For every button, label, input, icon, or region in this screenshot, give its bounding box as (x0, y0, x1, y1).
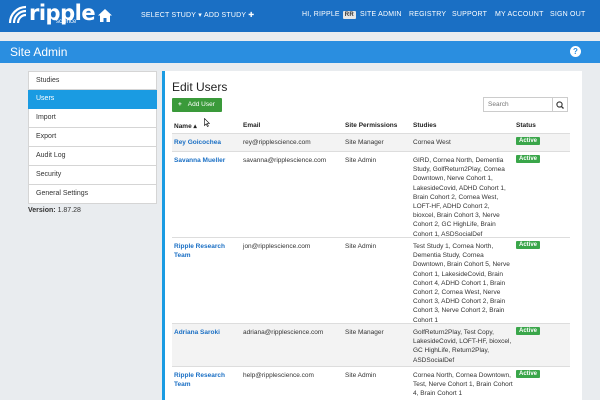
support-link[interactable]: SUPPORT (452, 11, 488, 18)
user-permissions: Site Manager (345, 139, 384, 146)
site-admin-link[interactable]: SITE ADMIN (360, 11, 402, 18)
column-header-email[interactable]: Email (243, 122, 261, 129)
user-permissions: Site Admin (345, 372, 377, 379)
user-email: jon@ripplescience.com (243, 243, 311, 250)
plus-icon: + (178, 101, 182, 108)
add-user-button[interactable]: + Add User (172, 98, 222, 112)
sign-out-link[interactable]: SIGN OUT (550, 11, 586, 18)
version-info: Version: 1.87.28 (28, 207, 81, 214)
ripple-logo-icon (8, 5, 27, 24)
sidebar-item-export[interactable]: Export (28, 128, 157, 147)
status-badge: Active (516, 370, 541, 378)
page-header: Site Admin ? (0, 41, 600, 63)
user-studies: GolfReturn2Play, Test Copy, LakesideCovi… (413, 329, 512, 364)
table-header: Name ▴ Email Site Permissions Studies St… (172, 122, 570, 132)
version-label: Version: (28, 207, 56, 214)
home-icon[interactable] (98, 9, 112, 22)
user-initials-badge: RR (342, 11, 356, 19)
user-email: adriana@ripplescience.com (243, 329, 324, 336)
search-icon (556, 101, 564, 109)
sidebar-item-security[interactable]: Security (28, 166, 157, 185)
page-title: Site Admin (10, 45, 68, 59)
status-badge: Active (516, 241, 541, 249)
top-nav: ripple science SELECT STUDY ▾ ADD STUDY … (0, 0, 600, 32)
user-studies: Cornea North, Cornea Downtown, Test, Ner… (413, 372, 513, 398)
user-name-link[interactable]: Ripple Research Team (174, 243, 225, 260)
add-study-link[interactable]: ADD STUDY ✚ (204, 12, 255, 19)
sidebar-item-audit-log[interactable]: Audit Log (28, 147, 157, 166)
select-study-menu[interactable]: SELECT STUDY ▾ (141, 12, 202, 19)
user-studies: Test Study 1, Cornea North, Dementia Stu… (413, 243, 510, 324)
sidebar-item-studies[interactable]: Studies (28, 71, 157, 90)
table-row[interactable]: Adriana Saroki adriana@ripplescience.com… (172, 323, 570, 366)
column-header-permissions[interactable]: Site Permissions (345, 122, 398, 129)
table-row[interactable]: Ripple Research Team help@ripplescience.… (172, 366, 570, 400)
mouse-cursor-icon (204, 118, 210, 127)
user-permissions: Site Admin (345, 243, 377, 250)
user-name-link[interactable]: Rey Goicochea (174, 139, 221, 146)
admin-sidebar: Studies Users Import Export Audit Log Se… (28, 71, 157, 204)
edit-users-panel: Edit Users + Add User Name ▴ Email Site P… (162, 71, 582, 400)
user-name-link[interactable]: Savanna Mueller (174, 157, 226, 164)
status-badge: Active (516, 327, 541, 335)
version-number: 1.87.28 (57, 207, 81, 214)
user-permissions: Site Admin (345, 157, 377, 164)
user-name-link[interactable]: Ripple Research Team (174, 372, 225, 389)
status-badge: Active (516, 155, 541, 163)
table-row[interactable]: Savanna Mueller savanna@ripplescience.co… (172, 151, 570, 238)
user-greeting[interactable]: HI, RIPPLE RR (302, 11, 356, 19)
add-user-label: Add User (187, 101, 215, 108)
ripple-logo[interactable]: ripple (6, 1, 96, 29)
table-row[interactable]: Rey Goicochea rey@ripplescience.com Site… (172, 133, 570, 151)
column-header-status[interactable]: Status (516, 122, 536, 129)
status-badge: Active (516, 137, 541, 145)
table-row[interactable]: Ripple Research Team jon@ripplescience.c… (172, 237, 570, 324)
registry-link[interactable]: REGISTRY (409, 11, 447, 18)
user-studies: Cornea West (413, 139, 451, 146)
search-input[interactable] (483, 97, 553, 112)
help-icon[interactable]: ? (570, 46, 581, 57)
user-email: rey@ripplescience.com (243, 139, 311, 146)
sidebar-item-general-settings[interactable]: General Settings (28, 185, 157, 204)
user-studies: GIRD, Cornea North, Dementia Study, Golf… (413, 157, 506, 238)
search-button[interactable] (553, 97, 568, 112)
user-permissions: Site Manager (345, 329, 384, 336)
sidebar-item-users[interactable]: Users (28, 90, 157, 109)
panel-title: Edit Users (172, 80, 228, 94)
logo-text: ripple (29, 1, 96, 25)
my-account-link[interactable]: MY ACCOUNT (495, 11, 544, 18)
column-header-studies[interactable]: Studies (413, 122, 437, 129)
greeting-text: HI, RIPPLE (302, 11, 340, 18)
column-header-name[interactable]: Name ▴ (174, 123, 197, 130)
user-email: help@ripplescience.com (243, 372, 314, 379)
logo-subtext: science (56, 19, 77, 25)
user-email: savanna@ripplescience.com (243, 157, 327, 164)
user-name-link[interactable]: Adriana Saroki (174, 329, 220, 336)
sidebar-item-import[interactable]: Import (28, 109, 157, 128)
